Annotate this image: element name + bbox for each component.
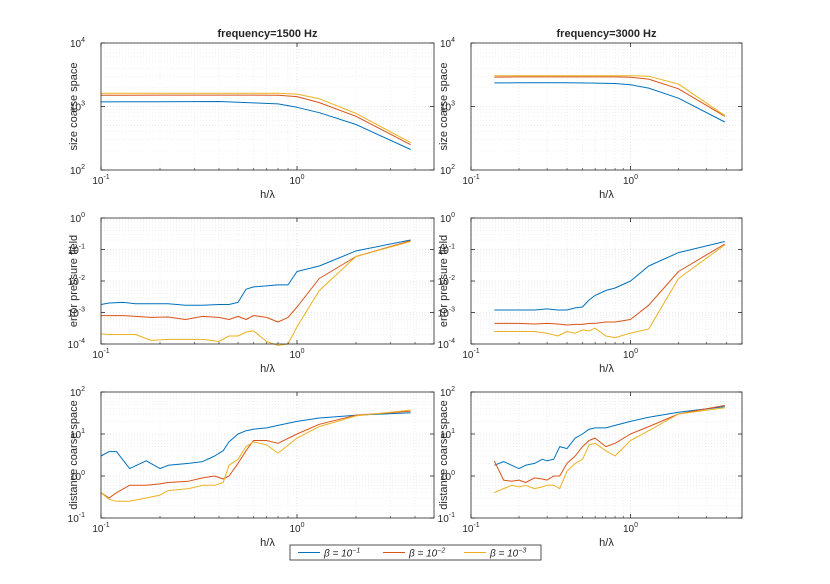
series-line-1 bbox=[100, 101, 411, 150]
y-tick-label: 102 bbox=[440, 164, 455, 177]
chart-title: frequency=3000 Hz bbox=[557, 28, 657, 40]
x-tick-label: 100 bbox=[623, 174, 638, 187]
series-line-1 bbox=[100, 239, 411, 306]
y-tick-label: 100 bbox=[440, 212, 455, 225]
grid bbox=[470, 217, 743, 345]
x-axis-label: h/λ bbox=[260, 537, 275, 549]
grid bbox=[100, 217, 435, 345]
x-tick-label: 100 bbox=[623, 348, 638, 361]
y-axis-label: distance coarse space bbox=[438, 400, 450, 509]
y-tick-label: 104 bbox=[440, 37, 455, 50]
legend-label: β = 10−2 bbox=[408, 548, 445, 560]
series-line-1 bbox=[494, 241, 725, 311]
series-line-2 bbox=[100, 94, 411, 146]
y-tick-label: 10-1 bbox=[438, 512, 455, 525]
series-line-1 bbox=[100, 412, 411, 470]
x-tick-label: 10-1 bbox=[92, 522, 109, 535]
x-tick-label: 10-1 bbox=[462, 348, 479, 361]
x-axis-label: h/λ bbox=[260, 189, 275, 201]
y-tick-label: 10-4 bbox=[68, 338, 85, 351]
x-axis-label: h/λ bbox=[260, 363, 275, 375]
y-tick-label: 102 bbox=[440, 386, 455, 399]
y-axis-label: error pressure field bbox=[438, 235, 450, 327]
y-axis-label: size coarse space bbox=[438, 62, 450, 150]
series-line-2 bbox=[494, 243, 726, 326]
series-line-1 bbox=[494, 406, 725, 470]
x-tick-label: 10-1 bbox=[92, 348, 109, 361]
series-line-3 bbox=[494, 75, 726, 117]
grid bbox=[470, 391, 743, 519]
grid bbox=[100, 42, 435, 171]
y-axis-label: error pressure field bbox=[68, 235, 80, 327]
x-axis-label: h/λ bbox=[599, 537, 614, 549]
legend-entry-1: β = 10−1 bbox=[298, 548, 360, 560]
y-tick-label: 100 bbox=[70, 212, 85, 225]
x-tick-label: 10-1 bbox=[462, 174, 479, 187]
series-line-2 bbox=[101, 240, 411, 323]
y-axis-label: size coarse space bbox=[68, 62, 80, 150]
x-tick-label: 100 bbox=[623, 522, 638, 535]
x-axis-label: h/λ bbox=[599, 363, 614, 375]
legend-label: β = 10−3 bbox=[489, 548, 526, 560]
y-tick-label: 10-1 bbox=[68, 512, 85, 525]
legend-box bbox=[289, 544, 542, 561]
series-line-3 bbox=[494, 244, 726, 339]
grid bbox=[100, 391, 435, 519]
x-tick-label: 100 bbox=[289, 174, 304, 187]
x-tick-label: 100 bbox=[289, 522, 304, 535]
axes-box bbox=[100, 42, 435, 171]
chart-title: frequency=1500 Hz bbox=[218, 28, 318, 40]
series-line-3 bbox=[101, 92, 411, 144]
series-line-1 bbox=[494, 82, 726, 123]
y-tick-label: 104 bbox=[70, 37, 85, 50]
y-axis-label: distance coarse space bbox=[68, 400, 80, 509]
legend-entry-2: β = 10−2 bbox=[383, 548, 445, 560]
axes-box bbox=[470, 391, 743, 519]
legend: β = 10−1 β = 10−2 β = 10−3 bbox=[289, 544, 542, 561]
y-tick-label: 10-4 bbox=[438, 338, 455, 351]
x-tick-label: 10-1 bbox=[92, 174, 109, 187]
x-tick-label: 100 bbox=[289, 348, 304, 361]
series-line-3 bbox=[494, 407, 725, 494]
axes-box bbox=[100, 217, 435, 345]
y-tick-label: 102 bbox=[70, 386, 85, 399]
x-tick-label: 10-1 bbox=[462, 522, 479, 535]
series-line-3 bbox=[100, 241, 411, 346]
series-line-2 bbox=[100, 410, 411, 499]
grid bbox=[470, 42, 743, 171]
y-tick-label: 102 bbox=[70, 164, 85, 177]
legend-label: β = 10−1 bbox=[323, 548, 360, 560]
x-axis-label: h/λ bbox=[599, 189, 614, 201]
series-line-3 bbox=[100, 409, 411, 502]
legend-entry-3: β = 10−3 bbox=[464, 548, 526, 560]
axes-box bbox=[100, 391, 435, 519]
series-line-2 bbox=[494, 76, 726, 117]
series-line-2 bbox=[493, 404, 725, 483]
